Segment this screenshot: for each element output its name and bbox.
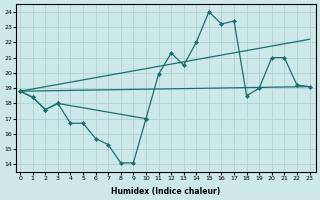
X-axis label: Humidex (Indice chaleur): Humidex (Indice chaleur) xyxy=(111,187,221,196)
